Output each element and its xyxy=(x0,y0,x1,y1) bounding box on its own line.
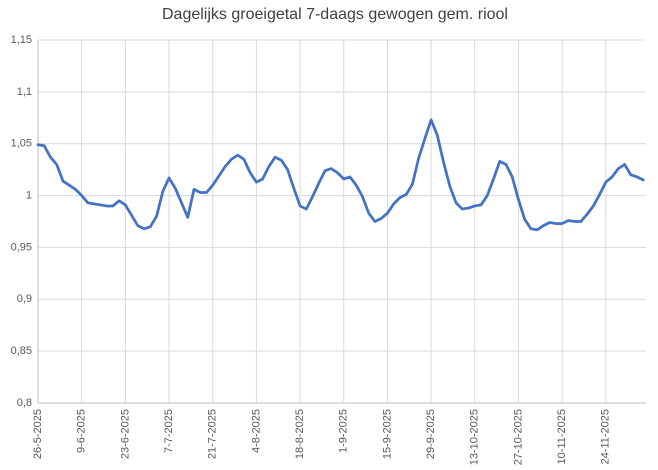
x-tick-label: 4-8-2025 xyxy=(250,409,262,453)
x-tick-label: 15-9-2025 xyxy=(381,409,393,459)
y-tick-label: 1,05 xyxy=(11,138,32,150)
x-tick-label: 27-10-2025 xyxy=(512,409,524,465)
y-tick-label: 0,8 xyxy=(17,397,32,409)
y-tick-label: 0,85 xyxy=(11,345,32,357)
x-tick-label: 10-11-2025 xyxy=(556,409,568,464)
y-tick-label: 0,9 xyxy=(17,293,32,305)
y-tick-label: 1,15 xyxy=(11,34,32,46)
x-tick-label: 18-8-2025 xyxy=(294,409,306,459)
x-tick-label: 29-9-2025 xyxy=(425,409,437,459)
x-tick-label: 21-7-2025 xyxy=(207,409,219,459)
x-tick-label: 13-10-2025 xyxy=(469,409,481,465)
chart-title: Dagelijks groeigetal 7-daags gewogen gem… xyxy=(162,6,508,23)
x-tick-label: 7-7-2025 xyxy=(163,409,175,453)
y-tick-label: 1,1 xyxy=(17,86,32,98)
y-tick-label: 1 xyxy=(26,189,32,201)
data-line xyxy=(36,118,645,232)
x-tick-label: 1-9-2025 xyxy=(338,409,350,453)
x-tick-label: 23-6-2025 xyxy=(119,409,131,459)
x-tick-label: 24-11-2025 xyxy=(600,409,612,464)
y-tick-label: 0,95 xyxy=(11,241,32,253)
x-tick-label: 26-5-2025 xyxy=(32,409,44,459)
x-tick-label: 9-6-2025 xyxy=(76,409,88,453)
